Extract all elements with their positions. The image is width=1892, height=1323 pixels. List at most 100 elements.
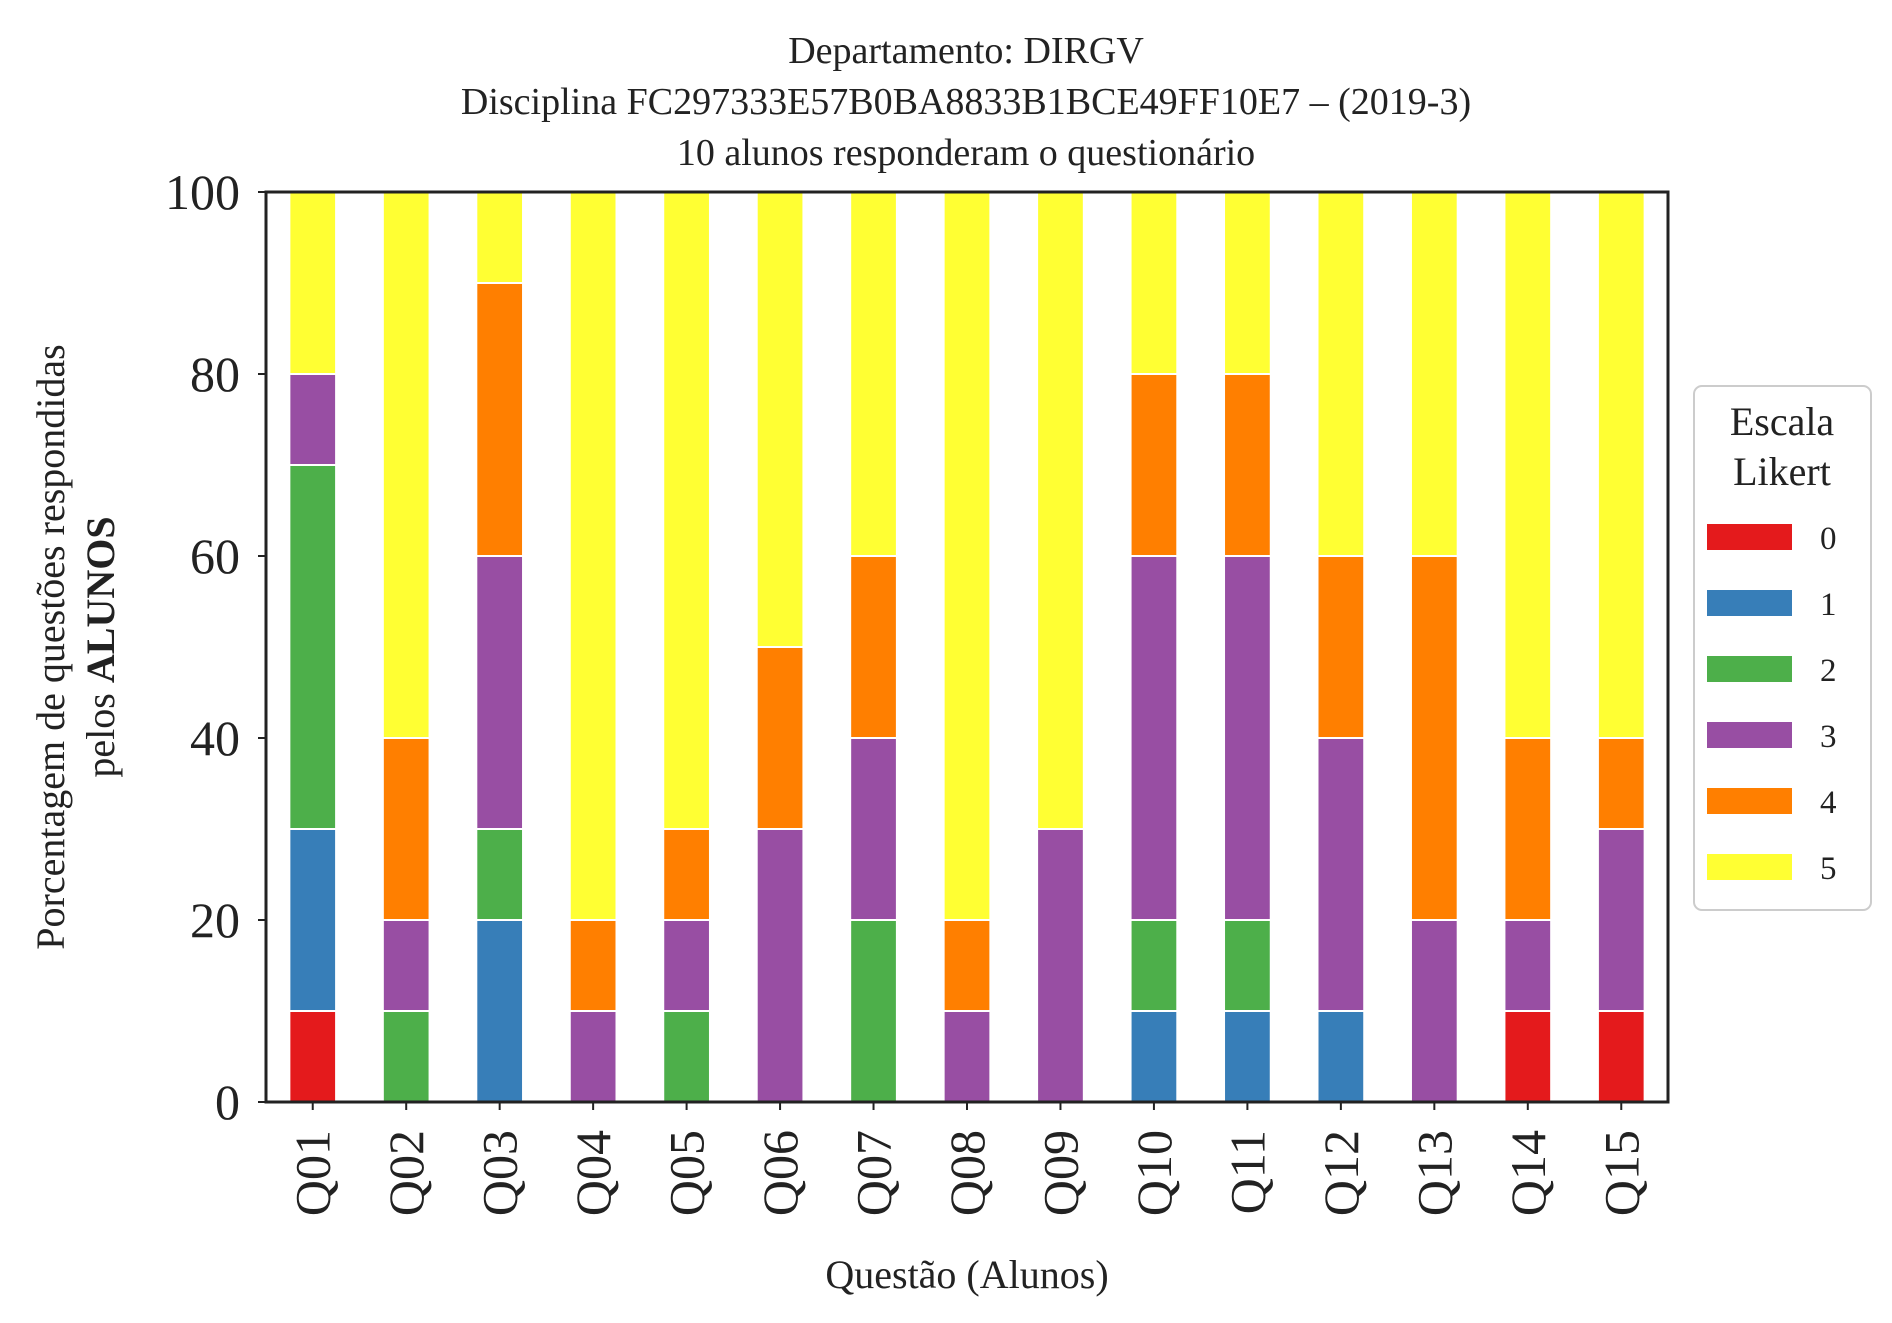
legend-swatch-2 — [1707, 656, 1792, 682]
bar-Q08-level-5 — [942, 191, 992, 921]
bar-Q14-level-4 — [1503, 737, 1553, 921]
y-axis-label-line-2: pelos ALUNOS — [78, 516, 123, 777]
title-line-2: Disciplina FC297333E57B0BA8833B1BCE49FF1… — [461, 81, 1471, 123]
bar-Q02-level-4 — [381, 737, 431, 921]
bar-Q01-level-3 — [288, 373, 338, 466]
x-tick-label-Q02: Q02 — [378, 1130, 434, 1216]
bar-Q12-level-3 — [1316, 737, 1366, 1012]
legend-swatch-1 — [1707, 590, 1792, 616]
y-axis-label-prefix: pelos — [78, 683, 123, 777]
bar-Q01-level-1 — [288, 828, 338, 1012]
bar-Q07-level-2 — [849, 919, 898, 1103]
x-axis-ticks: Q01 Q02 Q03 Q04 Q05 Q06 Q07 Q08 Q09 Q10 Q11 Q12 Q13 Q… — [285, 1102, 1649, 1216]
bar-Q11-level-5 — [1223, 191, 1272, 375]
legend-title-line-2: Likert — [1733, 449, 1831, 494]
bar-Q06-level-4 — [755, 646, 805, 830]
bar-Q04-level-4 — [568, 919, 618, 1012]
chart-title: Departamento: DIRGV Disciplina FC297333E… — [461, 30, 1471, 174]
bar-Q14-level-5 — [1503, 191, 1553, 739]
y-tick-label-0: 0 — [215, 1074, 240, 1130]
bar-Q15-level-5 — [1596, 191, 1646, 739]
bar-Q04-level-5 — [568, 191, 618, 921]
x-tick-label-Q06: Q06 — [752, 1130, 808, 1216]
bar-Q13-level-3 — [1409, 919, 1459, 1103]
legend-label-4: 4 — [1820, 785, 1837, 821]
bar-Q06-level-3 — [755, 828, 805, 1103]
bar-Q09-level-5 — [1036, 191, 1085, 830]
bar-Q06-level-5 — [755, 191, 805, 648]
y-tick-label-20: 20 — [190, 892, 240, 948]
bar-Q10-level-5 — [1129, 191, 1179, 375]
bar-Q10-level-3 — [1129, 555, 1179, 921]
x-tick-label-Q07: Q07 — [846, 1130, 902, 1216]
bar-Q08-level-3 — [942, 1010, 992, 1103]
bar-Q12-level-5 — [1316, 191, 1366, 557]
x-tick-label-Q10: Q10 — [1126, 1130, 1182, 1216]
legend-items: 0 1 2 3 4 5 — [1707, 521, 1837, 887]
bar-Q03-level-3 — [475, 555, 525, 830]
bar-Q12-level-4 — [1316, 555, 1366, 739]
bar-Q03-level-1 — [475, 919, 525, 1103]
x-tick-label-Q13: Q13 — [1406, 1130, 1462, 1216]
x-tick-label-Q01: Q01 — [285, 1130, 341, 1216]
bar-Q11-level-4 — [1223, 373, 1272, 557]
legend-label-0: 0 — [1820, 521, 1837, 557]
bar-Q13-level-4 — [1409, 555, 1459, 921]
bar-Q05-level-2 — [662, 1010, 711, 1103]
y-axis-label-bold: ALUNOS — [78, 516, 123, 683]
bar-Q05-level-5 — [662, 191, 711, 830]
legend-swatch-0 — [1707, 524, 1792, 550]
bar-Q14-level-0 — [1503, 1010, 1553, 1103]
bar-Q11-level-2 — [1223, 919, 1272, 1012]
legend: Escala Likert 0 1 2 3 4 5 — [1693, 385, 1872, 911]
bar-Q15-level-0 — [1596, 1010, 1646, 1103]
bar-Q07-level-4 — [849, 555, 898, 739]
x-tick-label-Q08: Q08 — [939, 1130, 995, 1216]
legend-frame — [1693, 385, 1872, 911]
y-tick-label-80: 80 — [190, 346, 240, 402]
legend-label-5: 5 — [1820, 851, 1837, 887]
bar-Q03-level-2 — [475, 828, 525, 921]
bar-Q10-level-2 — [1129, 919, 1179, 1012]
bar-Q15-level-4 — [1596, 737, 1646, 830]
bar-Q02-level-3 — [381, 919, 431, 1012]
bar-Q10-level-1 — [1129, 1010, 1179, 1103]
bar-Q01-level-5 — [288, 191, 338, 375]
bar-Q05-level-4 — [662, 828, 711, 921]
x-tick-label-Q03: Q03 — [472, 1130, 528, 1216]
bar-Q05-level-3 — [662, 919, 711, 1012]
y-tick-label-40: 40 — [190, 710, 240, 766]
y-axis-label: Porcentagem de questões respondidas pelo… — [28, 344, 123, 949]
legend-swatch-4 — [1707, 788, 1792, 814]
title-line-1: Departamento: DIRGV — [788, 30, 1144, 72]
bar-Q12-level-1 — [1316, 1010, 1366, 1103]
title-line-3: 10 alunos responderam o questionário — [677, 132, 1255, 174]
x-tick-label-Q14: Q14 — [1500, 1130, 1556, 1216]
bar-Q11-level-1 — [1223, 1010, 1272, 1103]
bar-Q07-level-5 — [849, 191, 898, 557]
bar-Q08-level-4 — [942, 919, 992, 1012]
bars-group — [288, 191, 1646, 1103]
bar-Q11-level-3 — [1223, 555, 1272, 921]
bar-Q01-level-2 — [288, 464, 338, 830]
legend-label-1: 1 — [1820, 587, 1837, 623]
x-tick-label-Q04: Q04 — [565, 1130, 621, 1216]
legend-swatch-3 — [1707, 722, 1792, 748]
legend-swatch-5 — [1707, 854, 1792, 880]
x-tick-label-Q15: Q15 — [1593, 1130, 1649, 1216]
y-tick-label-60: 60 — [190, 528, 240, 584]
bar-Q02-level-5 — [381, 191, 431, 739]
plot-area-frame — [264, 190, 1670, 1104]
x-tick-label-Q12: Q12 — [1313, 1130, 1369, 1216]
bar-Q03-level-5 — [475, 191, 525, 284]
legend-label-2: 2 — [1820, 653, 1837, 689]
x-tick-label-Q09: Q09 — [1032, 1130, 1088, 1216]
x-tick-label-Q05: Q05 — [659, 1130, 715, 1216]
y-axis-ticks: 0 20 40 60 80 100 — [165, 164, 266, 1130]
bar-Q07-level-3 — [849, 737, 898, 921]
bar-Q04-level-3 — [568, 1010, 618, 1103]
bar-Q15-level-3 — [1596, 828, 1646, 1012]
bar-Q02-level-2 — [381, 1010, 431, 1103]
